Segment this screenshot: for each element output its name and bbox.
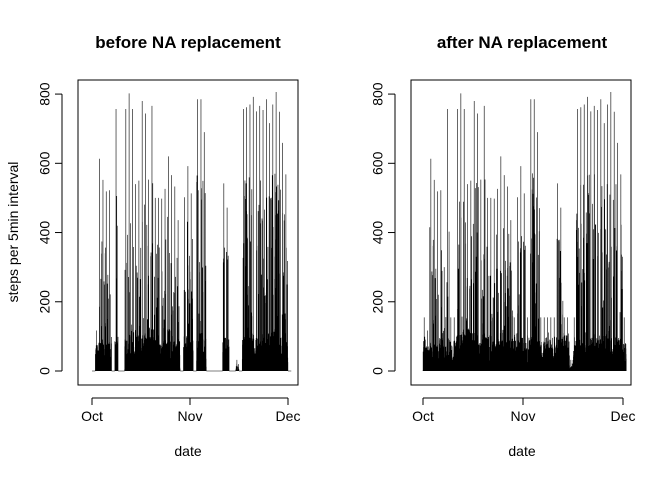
y-axis-left: 0 200 400 600 800 bbox=[37, 82, 63, 375]
panel-after: after NA replacement 0 200 400 600 800 Oct No… bbox=[370, 33, 636, 459]
y-tick-label: 200 bbox=[370, 290, 386, 314]
plot-frame-right bbox=[410, 79, 632, 386]
y-tick-label: 800 bbox=[37, 82, 53, 106]
y-tick-label: 200 bbox=[37, 290, 53, 314]
x-axis-label-left: date bbox=[174, 443, 201, 459]
y-tick-label: 0 bbox=[37, 367, 53, 375]
series-line bbox=[92, 92, 292, 372]
x-tick-label: Oct bbox=[81, 408, 103, 424]
y-tick-label: 600 bbox=[37, 151, 53, 175]
y-tick-label: 600 bbox=[370, 151, 386, 175]
y-axis-right: 0 200 400 600 800 bbox=[370, 82, 396, 375]
plot-frame-left bbox=[77, 79, 299, 386]
series-line bbox=[422, 92, 627, 371]
data-layer-left bbox=[92, 92, 292, 372]
x-tick-label: Nov bbox=[178, 408, 203, 424]
y-tick-label: 800 bbox=[370, 82, 386, 106]
x-axis-right: Oct Nov Dec bbox=[412, 397, 636, 424]
x-tick-label: Dec bbox=[276, 408, 301, 424]
x-tick-label: Oct bbox=[412, 408, 434, 424]
chart-title-right: after NA replacement bbox=[437, 33, 608, 52]
y-axis-label-left: steps per 5min interval bbox=[5, 162, 21, 303]
data-layer-right bbox=[422, 92, 627, 371]
x-axis-left: Oct Nov Dec bbox=[81, 397, 301, 424]
x-axis-label-right: date bbox=[508, 443, 535, 459]
y-tick-label: 0 bbox=[370, 367, 386, 375]
x-tick-label: Nov bbox=[511, 408, 536, 424]
y-tick-label: 400 bbox=[37, 221, 53, 245]
y-tick-label: 400 bbox=[370, 221, 386, 245]
x-tick-label: Dec bbox=[611, 408, 636, 424]
chart-title-left: before NA replacement bbox=[95, 33, 281, 52]
panel-before: before NA replacement 0 200 400 600 800 Oct N… bbox=[5, 33, 300, 459]
